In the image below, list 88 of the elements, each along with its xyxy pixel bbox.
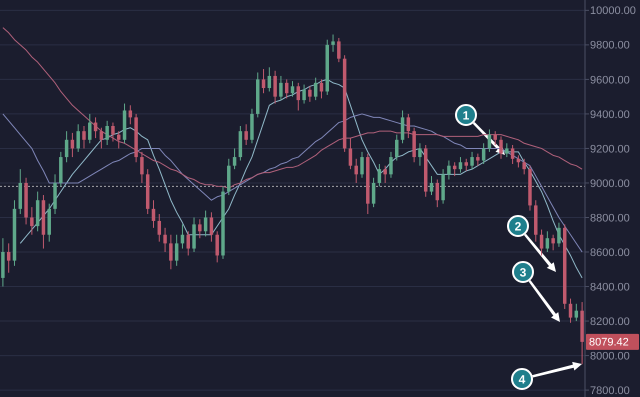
- candlestick: [348, 138, 352, 170]
- candlestick: [320, 78, 324, 99]
- candlestick: [488, 128, 492, 152]
- y-tick-label: 8800.00: [590, 212, 630, 224]
- candlestick: [174, 234, 178, 266]
- candlestick: [279, 75, 283, 101]
- y-tick-label: 9600.00: [590, 74, 630, 86]
- candlestick: [273, 70, 277, 104]
- candlestick: [452, 162, 456, 177]
- candlestick: [406, 113, 410, 139]
- candlestick: [389, 151, 393, 178]
- candlestick: [296, 82, 300, 111]
- candlestick: [308, 86, 312, 102]
- candlestick: [378, 163, 382, 187]
- y-tick-label: 10000.00: [590, 5, 636, 18]
- y-tick-label: 8400.00: [590, 281, 630, 294]
- candlestick: [482, 142, 486, 164]
- candlestick: [540, 229, 544, 256]
- candlestick: [499, 136, 503, 160]
- candlestick: [94, 116, 98, 139]
- candlestick: [158, 214, 162, 242]
- y-tick-label: 9200.00: [590, 143, 630, 156]
- candlestick: [163, 227, 167, 253]
- candlestick: [82, 126, 86, 149]
- candlestick: [169, 234, 173, 270]
- candlestick: [436, 179, 440, 208]
- candlestick: [262, 68, 266, 94]
- candlestick: [574, 303, 578, 322]
- candlestick: [516, 154, 520, 168]
- candlestick: [284, 78, 288, 99]
- candlestick: [546, 230, 550, 253]
- text: 8079.42: [589, 336, 629, 349]
- candlestick: [268, 66, 272, 92]
- y-tick-label: 8200.00: [590, 316, 630, 328]
- line-series: [20, 78, 583, 278]
- candlestick: [244, 124, 248, 146]
- candlestick: [400, 110, 404, 144]
- candlestick: [522, 158, 526, 175]
- candlestick: [337, 37, 341, 63]
- candlestick: [557, 222, 561, 248]
- candlestick: [314, 77, 318, 101]
- candlestick: [505, 142, 509, 158]
- annotation: 2: [514, 219, 522, 234]
- candlestick: [470, 151, 474, 170]
- y-tick-label: 8600.00: [590, 246, 630, 259]
- candlestick: [210, 212, 214, 242]
- candlestick: [395, 134, 398, 162]
- candlestick: [331, 34, 335, 52]
- candlestick: [30, 206, 34, 236]
- candlestick: [383, 165, 387, 184]
- candlestick: [70, 132, 74, 158]
- candlestick: [100, 127, 104, 149]
- candlestick: [105, 120, 109, 146]
- line-series: [2, 113, 583, 253]
- candlestick: [198, 218, 202, 239]
- candlestick: [568, 298, 572, 324]
- candlestick: [372, 177, 376, 208]
- candlestick: [354, 158, 358, 184]
- candlestick: [447, 160, 451, 180]
- y-tick-label: 9800.00: [590, 40, 630, 52]
- candlestick: [232, 148, 236, 170]
- y-tick-label: 9000.00: [590, 178, 630, 190]
- candlestick: [76, 124, 80, 152]
- line-series: [2, 27, 583, 189]
- y-tick-label: 8000.00: [590, 350, 630, 362]
- candlestick: [215, 230, 219, 263]
- candlestick: [418, 142, 422, 166]
- annotation: 3: [520, 265, 527, 280]
- candlestick: [64, 130, 68, 163]
- candlestick: [302, 84, 306, 104]
- candlestick: [510, 144, 514, 164]
- candlestick: [493, 130, 497, 146]
- candlestick: [6, 242, 10, 274]
- candlestick: [88, 113, 92, 144]
- candlestick: [140, 151, 144, 184]
- annotation: 4: [518, 372, 526, 386]
- candlestick: [111, 122, 115, 142]
- y-tick-label: 9400.00: [590, 108, 630, 121]
- candlestick: [128, 104, 132, 125]
- candlestick: [476, 153, 480, 166]
- annotation: 1: [462, 108, 470, 122]
- candlestick: [458, 156, 462, 174]
- candlestick: [186, 230, 190, 256]
- candlestick: [117, 130, 120, 149]
- y-tick-label: 7800.00: [590, 384, 630, 397]
- candlestick: [204, 210, 208, 237]
- candlestick: [551, 234, 555, 251]
- candlestick: [180, 224, 184, 250]
